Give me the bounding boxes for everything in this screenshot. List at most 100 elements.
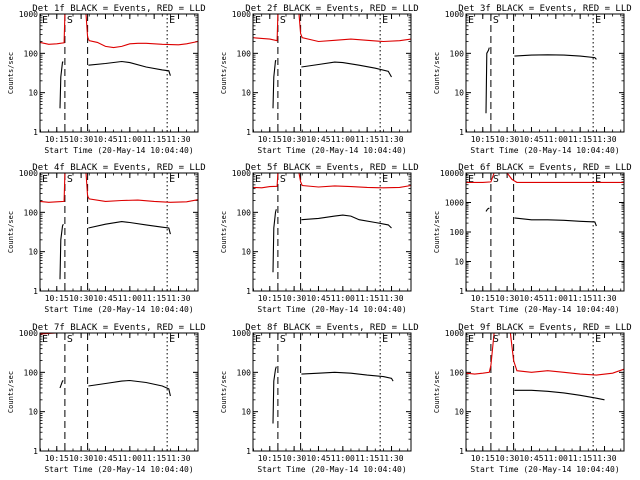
y-tick-label: 100 — [24, 208, 39, 217]
marker-label: E — [42, 174, 48, 185]
y-axis-label: Counts/sec — [220, 371, 228, 413]
x-tick-label: 11:30 — [592, 135, 616, 144]
y-axis-label: Counts/sec — [220, 211, 228, 253]
x-tick-label: 11:30 — [166, 454, 190, 463]
y-tick-label: 1 — [33, 447, 38, 456]
marker-label: S — [493, 174, 499, 185]
plot-area — [253, 14, 411, 132]
chart-panel-1: Det 1f BLACK = Events, RED = LLD Counts/s… — [7, 4, 206, 155]
x-tick-label: 10:30 — [495, 135, 519, 144]
x-tick-label: 10:45 — [306, 294, 330, 303]
x-tick-label: 11:30 — [166, 135, 190, 144]
marker-label: E — [169, 174, 175, 185]
series-line-events — [88, 379, 171, 397]
plot-frame — [39, 332, 199, 452]
series-line-lld — [298, 14, 411, 43]
plot-frame — [252, 13, 412, 133]
chart-panel-4: Det 4f BLACK = Events, RED = LLD Counts/s… — [7, 163, 206, 314]
x-tick-label: 11:00 — [544, 135, 568, 144]
x-axis-label: Start Time (20-May-14 10:04:40) — [44, 305, 193, 314]
x-tick-label: 10:15 — [45, 135, 69, 144]
marker-label: E — [468, 174, 474, 185]
plot-frame — [252, 332, 412, 452]
plot-area — [253, 173, 411, 291]
x-axis-label: Start Time (20-May-14 10:04:40) — [470, 146, 619, 155]
marker-label: E — [169, 334, 175, 345]
x-tick-label: 10:30 — [282, 135, 306, 144]
x-tick-label: 10:45 — [306, 454, 330, 463]
x-axis-label: Start Time (20-May-14 10:04:40) — [44, 465, 193, 474]
plot-frame — [465, 172, 625, 292]
plot-area — [466, 14, 597, 132]
y-tick-label: 1000 — [19, 10, 38, 19]
series-line-events — [59, 61, 64, 109]
chart-title: Det 8f BLACK = Events, RED = LLD — [245, 323, 418, 333]
marker-label: E — [468, 334, 474, 345]
y-tick-label: 10 — [454, 89, 464, 98]
x-tick-label: 11:15 — [355, 454, 379, 463]
x-tick-label: 10:15 — [45, 294, 69, 303]
plot-frame — [252, 172, 412, 292]
x-tick-label: 10:45 — [93, 294, 117, 303]
x-tick-label: 11:00 — [331, 294, 355, 303]
series-line-events — [514, 54, 597, 60]
marker-label: E — [468, 15, 474, 26]
x-tick-label: 11:00 — [544, 454, 568, 463]
x-tick-label: 10:30 — [495, 454, 519, 463]
x-axis-label: Start Time (20-May-14 10:04:40) — [470, 465, 619, 474]
series-line-events — [59, 223, 64, 280]
y-tick-label: 100 — [450, 49, 465, 58]
chart-title: Det 1f BLACK = Events, RED = LLD — [32, 4, 205, 14]
y-tick-label: 10 — [241, 89, 251, 98]
x-tick-label: 10:15 — [471, 135, 495, 144]
marker-label: S — [67, 174, 73, 185]
y-tick-label: 1 — [246, 128, 251, 137]
series-line-events — [88, 60, 171, 76]
plot-area — [40, 173, 198, 291]
series-line-lld — [466, 333, 624, 376]
y-axis-label: Counts/sec — [433, 211, 441, 253]
x-tick-label: 10:30 — [69, 135, 93, 144]
x-tick-label: 11:00 — [331, 135, 355, 144]
series-line-events — [485, 47, 490, 114]
series-line-events — [301, 214, 392, 229]
x-tick-label: 10:15 — [471, 454, 495, 463]
x-tick-label: 11:15 — [355, 294, 379, 303]
series-line-lld — [253, 173, 279, 189]
y-tick-label: 1000 — [232, 329, 251, 338]
y-tick-label: 10000 — [440, 169, 464, 178]
x-axis-label: Start Time (20-May-14 10:04:40) — [257, 465, 406, 474]
series-line-events — [514, 217, 597, 227]
y-axis-label: Counts/sec — [7, 52, 15, 94]
chart-panel-3: Det 3f BLACK = Events, RED = LLD Counts/s… — [433, 4, 632, 155]
marker-label: E — [595, 174, 601, 185]
series-line-events — [485, 207, 490, 212]
y-tick-label: 100 — [237, 368, 252, 377]
plot-area — [253, 333, 411, 451]
marker-label: E — [382, 334, 388, 345]
x-tick-label: 11:15 — [355, 135, 379, 144]
x-axis-label: Start Time (20-May-14 10:04:40) — [257, 146, 406, 155]
x-tick-label: 11:15 — [568, 135, 592, 144]
x-axis-label: Start Time (20-May-14 10:04:40) — [44, 146, 193, 155]
series-line-lld — [253, 14, 279, 42]
y-tick-label: 1000 — [19, 169, 38, 178]
chart-title: Det 2f BLACK = Events, RED = LLD — [245, 4, 418, 14]
series-line-events — [514, 389, 605, 401]
x-tick-label: 10:30 — [282, 454, 306, 463]
y-tick-label: 100 — [450, 228, 465, 237]
plot-frame — [39, 172, 199, 292]
marker-label: E — [255, 15, 261, 26]
y-axis-label: Counts/sec — [7, 211, 15, 253]
y-axis-label: Counts/sec — [433, 371, 441, 413]
plot-area — [466, 173, 624, 291]
chart-title: Det 6f BLACK = Events, RED = LLD — [458, 163, 631, 173]
x-tick-label: 11:30 — [379, 135, 403, 144]
x-tick-label: 11:15 — [142, 454, 166, 463]
x-tick-label: 11:15 — [568, 294, 592, 303]
series-line-events — [88, 221, 171, 235]
y-tick-label: 10 — [28, 89, 38, 98]
series-line-lld — [40, 14, 66, 45]
x-tick-label: 10:45 — [93, 454, 117, 463]
